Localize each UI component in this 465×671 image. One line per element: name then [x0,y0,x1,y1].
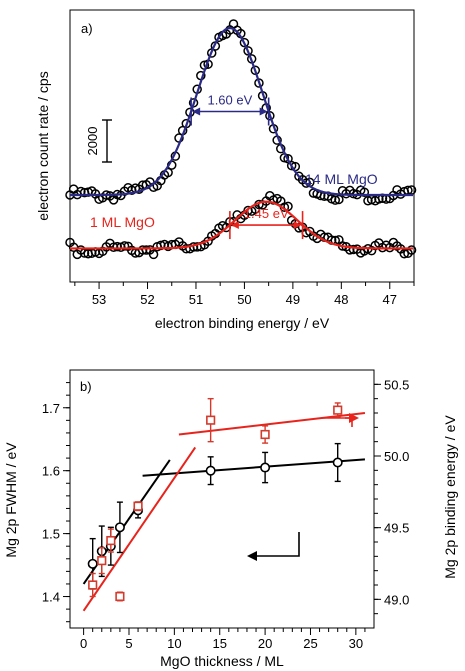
fit-line [82,446,197,612]
x-tick-label: 20 [258,636,272,651]
panel-b-plot-area [82,397,366,612]
panel-b-right-y-axis-label: Mg 2p binding energy / eV [442,415,458,579]
panel-b: b) 0 5 10 15 20 25 30 1.4 1.5 1.6 1.7 49.0 49.5 50.0 5… [3,369,458,669]
y-right-tick-label: 50.0 [384,449,409,464]
data-point [334,194,344,205]
fit-line [142,458,365,477]
data-point [359,187,370,197]
black-arrowhead-icon [247,551,257,561]
x-tick-label: 10 [167,636,181,651]
data-point [119,241,130,251]
red-arrow-right-axis [322,417,353,427]
panel-b-axes: 0 5 10 15 20 25 30 1.4 1.5 1.6 1.7 49.0 49.5 50.0 50.5 [42,377,409,651]
binding-energy-data-point [206,415,216,425]
y-right-tick-label: 49.0 [384,592,409,607]
fwhm-arrowhead-left-icon [192,107,201,116]
panel-b-x-axis-label: MgO thickness / ML [160,653,284,669]
x-tick-label: 47 [383,292,397,307]
x-tick-label: 30 [349,636,363,651]
fwhm-arrowhead-right-icon [259,107,268,116]
axis-indicator-arrows [247,413,359,561]
black-arrow-left-axis [252,532,300,557]
data-point [406,245,417,255]
fwhm-arrowhead-left-icon [230,221,239,230]
fit-curve [70,26,414,197]
fwhm-data-point [87,558,98,569]
x-tick-label: 52 [140,292,154,307]
x-tick-label: 49 [286,292,300,307]
y-left-tick-label: 1.4 [42,590,60,605]
y-right-tick-label: 50.5 [384,377,409,392]
binding-energy-data-point [333,405,343,415]
binding-energy-data-point [115,591,125,602]
data-point [148,249,159,260]
panel-b-label: b) [80,379,92,394]
data-point [243,46,253,56]
panel-a-y-axis-label: electron count rate / cps [35,71,51,220]
x-tick-label: 51 [189,292,203,307]
x-tick-label: 25 [303,636,317,651]
data-point [239,37,250,48]
panel-a-plot-area: 1.60 eV 1.45 eV [65,19,417,260]
x-tick-label: 0 [80,636,87,651]
binding-energy-data-point [97,556,107,566]
panel-a-x-axis-label: electron binding energy / eV [155,315,330,331]
data-point [399,249,410,259]
x-tick-label: 50 [237,292,251,307]
x-tick-label: 53 [92,292,106,307]
data-point [141,245,152,255]
red-arrowhead-icon [349,413,359,423]
legend-1ml: 1 ML MgO [90,214,155,230]
binding-energy-data-point [260,429,270,440]
panel-a-frame [69,9,415,283]
scale-bar-label: 2000 [85,127,100,156]
legend-14ml: 14 ML MgO [305,171,378,187]
fwhm-data-point [260,462,271,473]
data-point [286,160,297,171]
fwhm-data-point [205,465,216,476]
binding-energy-data-point [88,580,98,590]
panel-b-frame [69,369,375,629]
x-tick-label: 15 [212,636,226,651]
fit-line [178,412,366,436]
data-point [330,195,341,205]
panel-b-left-y-axis-label: Mg 2p FWHM / eV [3,442,19,558]
data-point [301,178,311,188]
fwhm-label: 1.60 eV [207,93,252,108]
y-left-tick-label: 1.7 [42,401,60,416]
panel-a: a) 53 52 51 50 49 48 47 electron binding energ… [35,9,417,331]
scale-bar: 2000 [85,119,112,163]
fwhm-data-point [332,457,343,468]
fit-curve [70,200,414,250]
fwhm-label: 1.45 eV [244,206,289,221]
fwhm-data-point [114,522,125,533]
y-right-tick-label: 49.5 [384,521,409,536]
x-tick-label: 5 [125,636,132,651]
binding-energy-data-point [106,535,116,546]
panel-a-x-axis: 53 52 51 50 49 48 47 [74,282,415,307]
y-left-tick-label: 1.5 [42,527,60,542]
y-left-tick-label: 1.6 [42,464,60,479]
binding-energy-data-point [133,501,143,511]
fwhm-arrowhead-right-icon [293,221,302,230]
panel-a-label: a) [81,21,93,36]
data-point [283,201,293,212]
x-tick-label: 48 [334,292,348,307]
